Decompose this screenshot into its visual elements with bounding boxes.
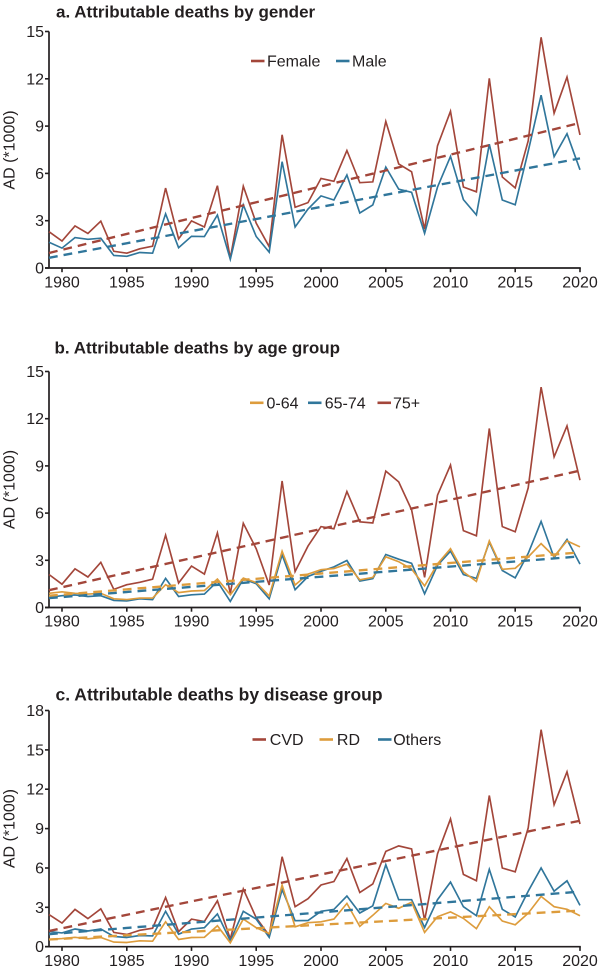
svg-text:12: 12 xyxy=(26,411,44,428)
svg-text:c. Attributable deaths by dise: c. Attributable deaths by disease group xyxy=(56,685,383,705)
svg-text:1985: 1985 xyxy=(109,614,145,631)
svg-text:2000: 2000 xyxy=(303,275,339,292)
svg-text:6: 6 xyxy=(35,166,44,183)
svg-text:18: 18 xyxy=(26,703,44,720)
svg-text:2005: 2005 xyxy=(368,953,404,970)
svg-text:0: 0 xyxy=(35,600,44,617)
svg-text:RD: RD xyxy=(337,732,360,749)
svg-text:2000: 2000 xyxy=(303,953,339,970)
svg-text:3: 3 xyxy=(35,213,44,230)
svg-text:1995: 1995 xyxy=(238,275,274,292)
svg-text:2020: 2020 xyxy=(562,953,598,970)
svg-text:2010: 2010 xyxy=(433,953,469,970)
svg-text:b. Attributable deaths by age: b. Attributable deaths by age group xyxy=(55,339,341,358)
svg-text:65-74: 65-74 xyxy=(325,395,366,412)
svg-text:6: 6 xyxy=(35,506,44,523)
svg-text:75+: 75+ xyxy=(393,395,420,412)
svg-text:CVD: CVD xyxy=(270,732,304,749)
svg-text:2010: 2010 xyxy=(433,614,469,631)
svg-text:2005: 2005 xyxy=(368,275,404,292)
svg-text:0: 0 xyxy=(35,261,44,278)
svg-text:12: 12 xyxy=(26,782,44,799)
svg-text:1985: 1985 xyxy=(109,275,145,292)
svg-text:6: 6 xyxy=(35,861,44,878)
svg-text:2020: 2020 xyxy=(562,275,598,292)
svg-text:15: 15 xyxy=(26,364,44,381)
svg-text:3: 3 xyxy=(35,553,44,570)
svg-text:2020: 2020 xyxy=(562,614,598,631)
svg-text:1995: 1995 xyxy=(238,953,274,970)
svg-text:15: 15 xyxy=(26,742,44,759)
svg-text:1980: 1980 xyxy=(44,614,80,631)
svg-text:9: 9 xyxy=(35,119,44,136)
svg-text:1995: 1995 xyxy=(238,614,274,631)
svg-text:2015: 2015 xyxy=(497,275,533,292)
svg-text:AD (*1000): AD (*1000) xyxy=(2,450,19,529)
svg-text:9: 9 xyxy=(35,821,44,838)
svg-text:AD (*1000): AD (*1000) xyxy=(2,110,19,189)
svg-text:Female: Female xyxy=(267,54,320,71)
svg-text:0: 0 xyxy=(35,939,44,956)
svg-text:Male: Male xyxy=(352,54,387,71)
svg-text:1980: 1980 xyxy=(44,275,80,292)
svg-text:AD (*1000): AD (*1000) xyxy=(2,789,19,868)
svg-text:1990: 1990 xyxy=(174,275,210,292)
svg-text:2015: 2015 xyxy=(497,953,533,970)
svg-text:Others: Others xyxy=(393,732,441,749)
svg-text:2010: 2010 xyxy=(433,275,469,292)
svg-text:12: 12 xyxy=(26,71,44,88)
svg-text:15: 15 xyxy=(26,24,44,41)
svg-text:a. Attributable deaths by gend: a. Attributable deaths by gender xyxy=(56,3,316,22)
svg-text:1985: 1985 xyxy=(109,953,145,970)
svg-text:1980: 1980 xyxy=(44,953,80,970)
svg-text:2000: 2000 xyxy=(303,614,339,631)
svg-text:2015: 2015 xyxy=(497,614,533,631)
svg-text:0-64: 0-64 xyxy=(267,395,299,412)
svg-text:1990: 1990 xyxy=(174,614,210,631)
svg-text:1990: 1990 xyxy=(174,953,210,970)
svg-text:2005: 2005 xyxy=(368,614,404,631)
svg-text:3: 3 xyxy=(35,900,44,917)
svg-text:9: 9 xyxy=(35,458,44,475)
